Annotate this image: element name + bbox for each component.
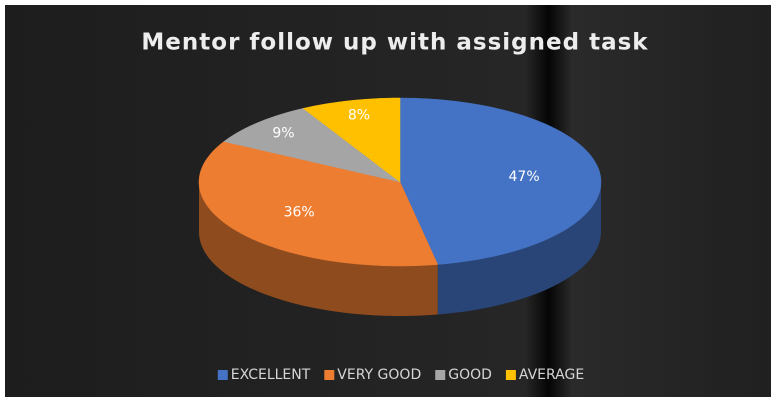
slice-side: [437, 182, 601, 315]
legend-label: VERY GOOD: [337, 367, 421, 383]
data-label: 36%: [284, 205, 315, 221]
legend-swatch: [217, 370, 228, 380]
legend-label: AVERAGE: [519, 367, 584, 383]
data-label: 47%: [509, 169, 540, 185]
legend-swatch: [505, 370, 516, 380]
data-label: 8%: [348, 107, 370, 123]
pie-slice: [223, 108, 401, 183]
slice-side: [199, 182, 438, 316]
pie-slice: [302, 97, 401, 183]
pie-slice: [198, 141, 439, 267]
legend-swatch: [324, 370, 335, 380]
pie-slice: [399, 97, 602, 265]
legend-label: EXCELLENT: [231, 367, 311, 383]
legend-swatch: [435, 370, 446, 380]
chart-title: Mentor follow up with assigned task: [141, 30, 648, 56]
legend-label: GOOD: [448, 367, 492, 383]
data-label: 9%: [272, 125, 294, 141]
